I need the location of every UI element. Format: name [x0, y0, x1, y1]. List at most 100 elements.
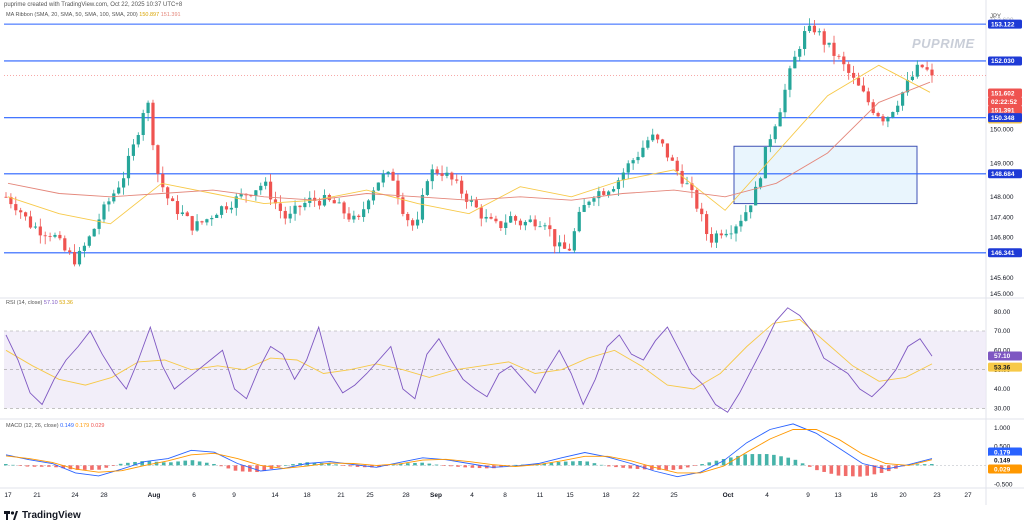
candle-body	[700, 208, 704, 215]
macd-histogram-bar	[872, 465, 877, 475]
macd-histogram-bar	[240, 465, 245, 472]
macd-signal-line	[5, 429, 933, 474]
candle-body	[754, 186, 758, 206]
rsi-ma-value-box-text: 53.36	[994, 364, 1011, 371]
candle-body	[690, 183, 694, 191]
candle-body	[87, 236, 91, 246]
rsi-tick-label: 40.00	[994, 386, 1011, 393]
macd-histogram-bar	[614, 465, 618, 468]
candle-body	[469, 200, 474, 202]
time-tick-label: 4	[765, 492, 769, 499]
macd-histogram-bar	[865, 465, 869, 476]
candle-body	[749, 205, 753, 213]
candle-body	[876, 113, 880, 117]
candle-body	[592, 198, 596, 202]
macd-value-box	[988, 464, 1022, 474]
candle-body	[788, 68, 792, 90]
candle-body	[288, 213, 292, 219]
candle-body	[812, 25, 817, 33]
candle-body	[807, 25, 812, 32]
price-label-text: 150.348	[991, 115, 1015, 122]
macd-histogram-bar	[650, 465, 654, 470]
tradingview-brand[interactable]: TradingView	[4, 510, 81, 521]
candle-body	[719, 233, 723, 236]
price-label-box	[988, 169, 1022, 179]
macd-histogram-bar	[836, 465, 841, 476]
candle-body	[513, 216, 518, 221]
candle-body	[112, 193, 116, 202]
candle-body	[362, 209, 366, 218]
macd-histogram-bar	[427, 463, 432, 466]
ma-ribbon-legend[interactable]: MA Ribbon (SMA, 20, SMA, 50, SMA, 100, S…	[6, 12, 181, 18]
candle-body	[357, 215, 361, 218]
candle-body	[185, 212, 189, 217]
time-tick-label: 11	[537, 492, 544, 499]
macd-tick-label: -0.500	[994, 481, 1013, 488]
macd-histogram-bar	[54, 465, 58, 468]
rsi-tick-label: 80.00	[994, 309, 1011, 316]
time-tick-label: 24	[71, 492, 79, 499]
rsi-ma-value-box	[988, 362, 1022, 372]
time-tick-label: 13	[834, 492, 842, 499]
macd-histogram-bar	[822, 465, 826, 472]
candle-body	[533, 219, 537, 227]
currency-label: JPY	[990, 14, 1002, 20]
macd-histogram-bar	[542, 463, 546, 466]
macd-histogram-bar	[764, 454, 769, 466]
candle-body	[709, 234, 714, 243]
tradingview-logo-icon	[4, 511, 18, 520]
candle-body	[714, 233, 719, 243]
candle-body	[215, 214, 219, 219]
candle-body	[660, 139, 665, 144]
macd-histogram-bar	[434, 464, 439, 466]
candle-body	[293, 205, 297, 214]
price-tick-label: 148.000	[990, 194, 1014, 201]
candle-body	[376, 182, 380, 191]
macd-histogram-bar	[355, 465, 360, 467]
candle-body	[611, 189, 616, 192]
candle-body	[303, 202, 307, 208]
candle-body	[484, 216, 488, 219]
time-tick-label: 9	[806, 492, 810, 499]
macd-legend[interactable]: MACD (12, 26, close) 0.149 0.179 0.029	[6, 423, 104, 429]
candle-body	[494, 218, 498, 222]
candle-body	[298, 205, 302, 208]
candle-body	[205, 219, 209, 223]
macd-histogram-bar	[327, 463, 331, 466]
rsi-legend[interactable]: RSI (14, close) 57.10 53.36	[6, 300, 73, 306]
candle-body	[249, 195, 253, 197]
candle-body	[381, 173, 385, 183]
macd-histogram-bar	[571, 461, 575, 466]
macd-histogram-bar	[449, 465, 453, 467]
candle-body	[464, 193, 469, 202]
macd-histogram-bar	[61, 465, 66, 469]
macd-histogram-bar	[915, 464, 920, 466]
candle-body	[4, 196, 8, 198]
candle-body	[68, 250, 72, 252]
chart-credit: puprime created with TradingView.com, Oc…	[4, 2, 183, 8]
macd-histogram-bar	[700, 464, 704, 466]
candle-body	[852, 72, 856, 78]
candle-body	[406, 213, 410, 221]
macd-histogram-bar	[721, 458, 726, 466]
candle-body	[803, 31, 807, 49]
time-tick-label: 14	[271, 492, 279, 499]
candle-body	[38, 226, 42, 236]
macd-histogram-bar	[678, 465, 683, 470]
candle-body	[210, 218, 214, 220]
macd-histogram-bar	[298, 463, 302, 466]
macd-histogram-bar	[226, 465, 231, 469]
macd-histogram-bar	[25, 465, 30, 467]
candle-body	[151, 102, 155, 146]
candle-body	[224, 206, 229, 210]
macd-histogram-bar	[556, 462, 561, 466]
macd-histogram-bar	[248, 465, 252, 472]
candle-body	[317, 200, 322, 206]
candle-body	[474, 200, 478, 208]
macd-histogram-bar	[133, 461, 137, 466]
candle-body	[156, 145, 160, 174]
candle-body	[930, 69, 934, 76]
candle-body	[489, 216, 493, 219]
price-label-text: 02:22:52	[991, 99, 1017, 106]
